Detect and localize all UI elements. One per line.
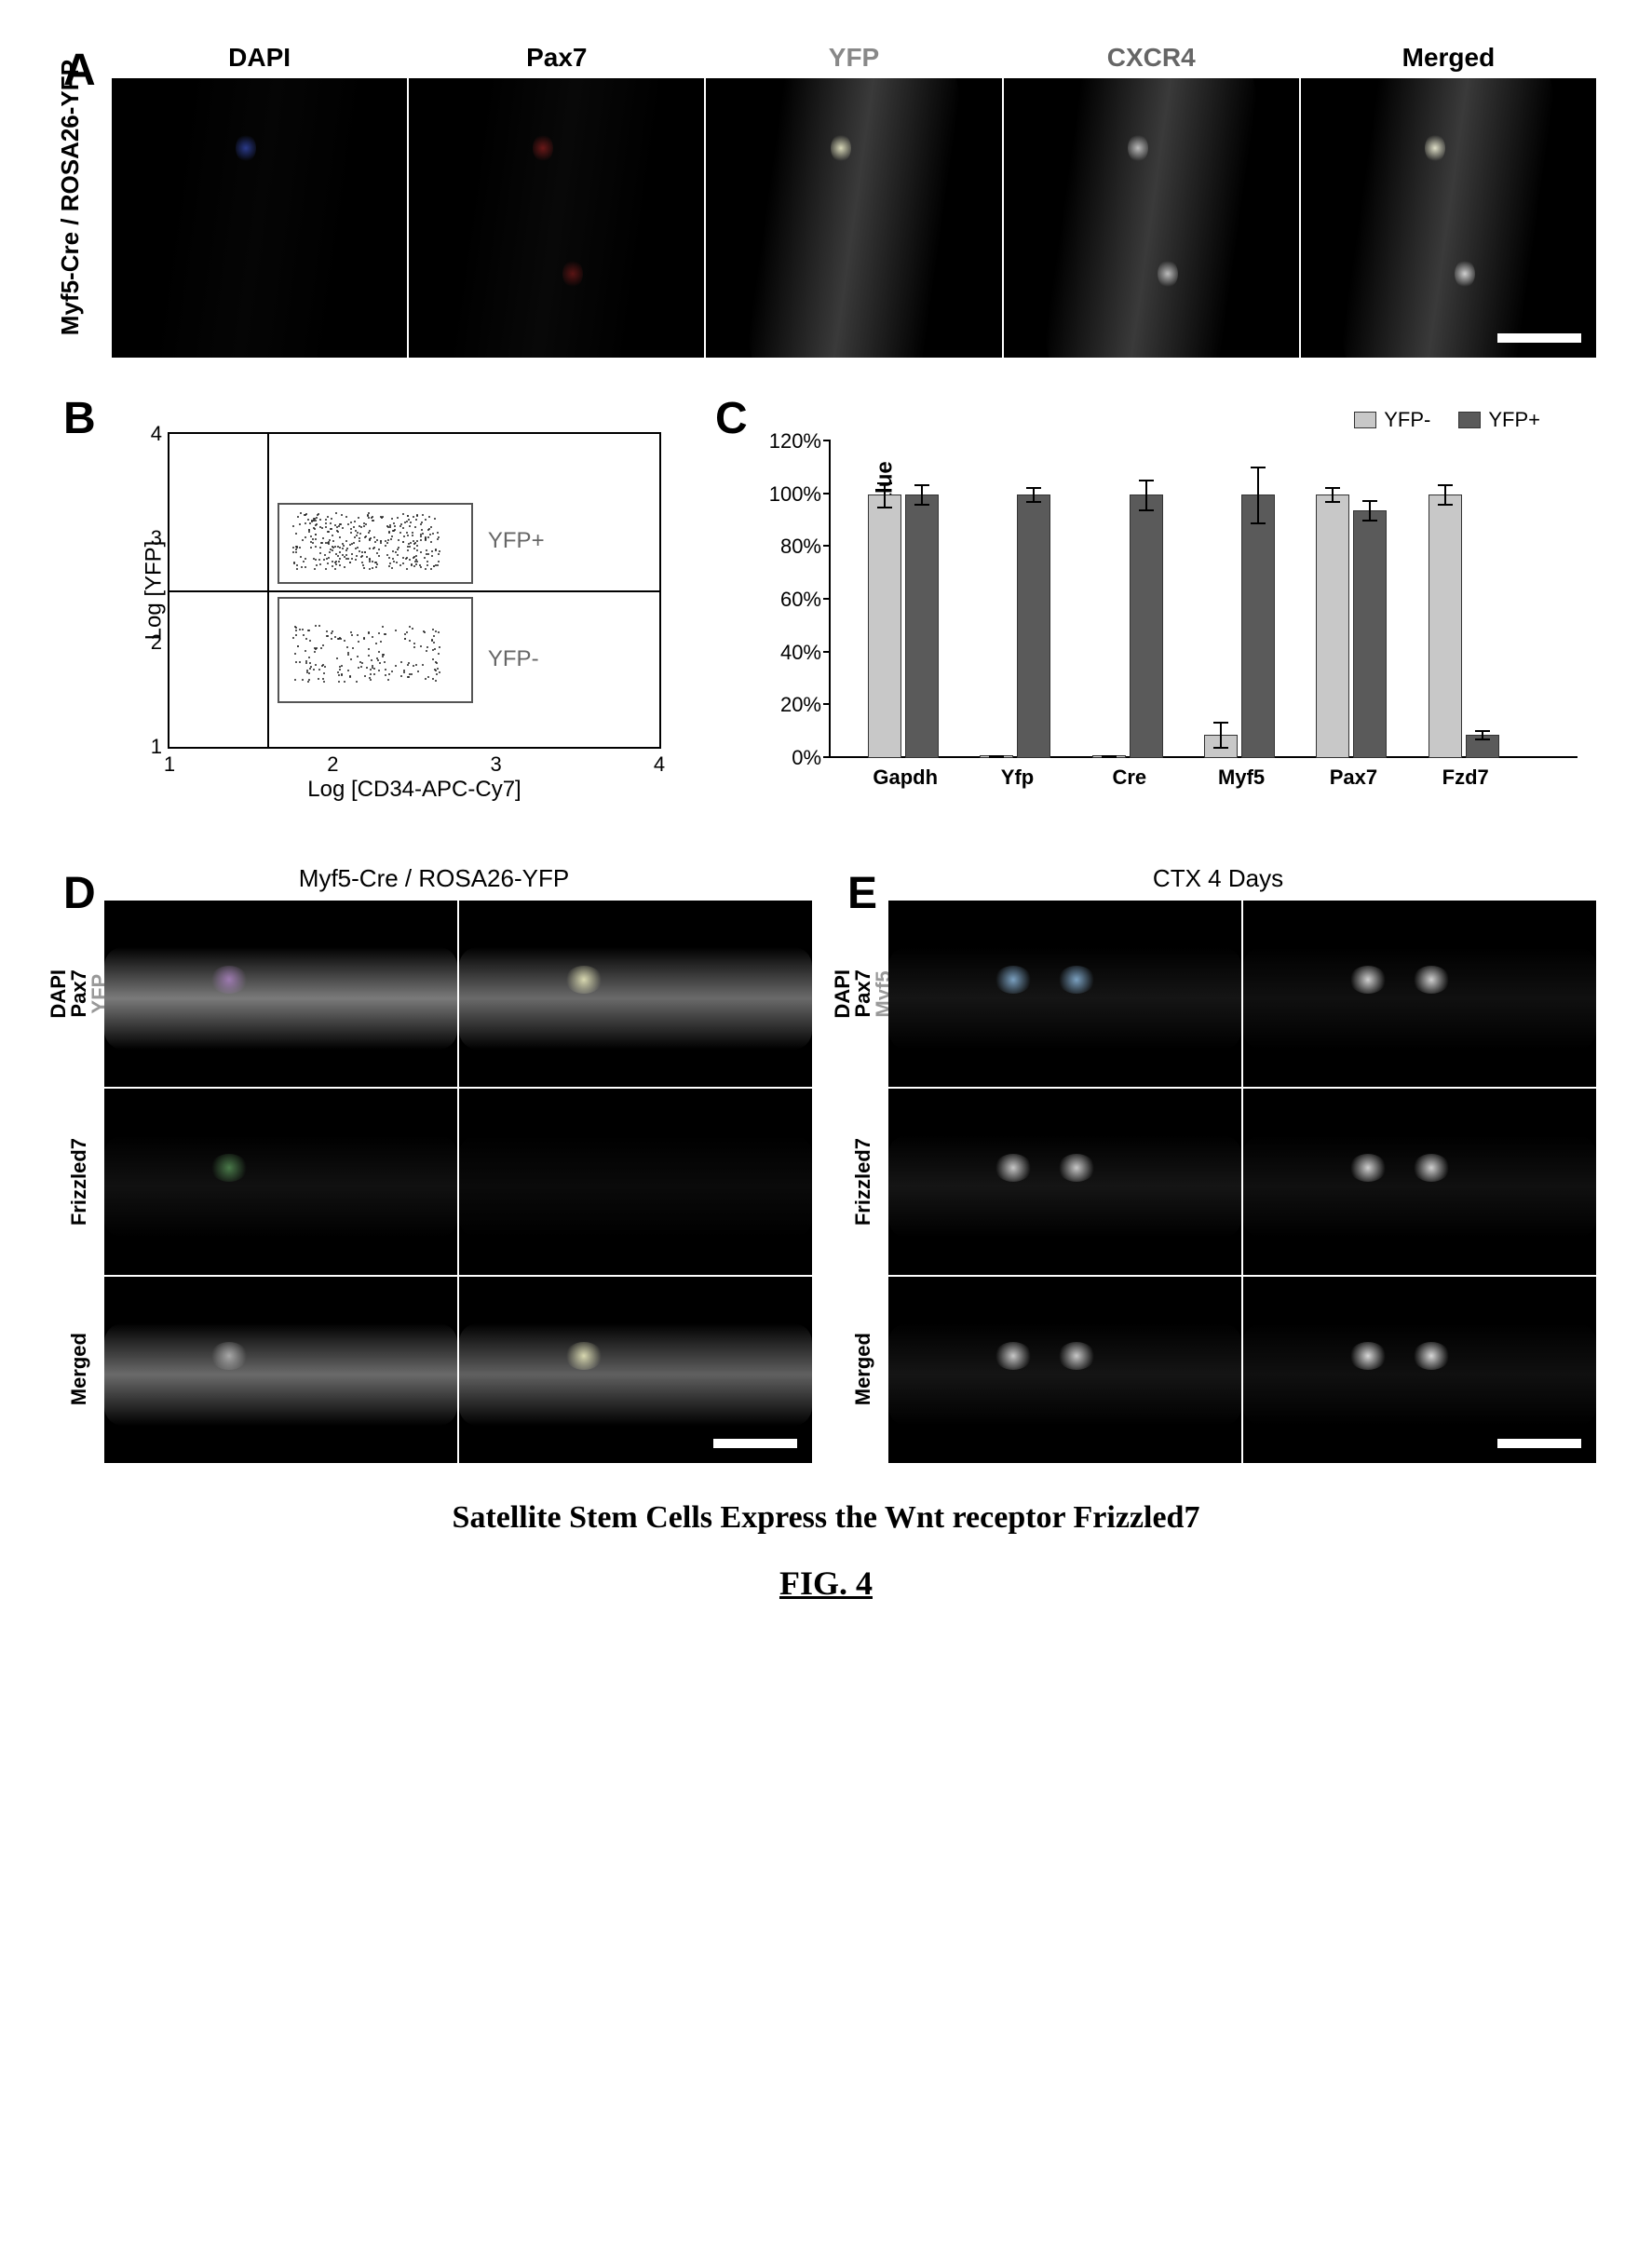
row-label: DAPIPax7YFP (48, 969, 110, 1019)
category-label: Myf5 (1218, 758, 1265, 790)
row-label: Merged (69, 1333, 89, 1405)
micrograph (104, 1089, 457, 1275)
bar (1204, 735, 1238, 759)
bar (868, 495, 901, 758)
panel-c-label: C (715, 393, 748, 444)
category-label: Pax7 (1330, 758, 1377, 790)
micrograph (112, 78, 407, 358)
bar-group (868, 495, 939, 758)
x-axis-title: Log [CD34-APC-Cy7] (307, 777, 521, 803)
bar-chart: Relative Expression Value YFP-YFP+ 0%20%… (829, 441, 1578, 758)
micrograph (888, 1277, 1241, 1463)
y-axis-title: Log [YFP] (141, 541, 167, 641)
scale-bar (713, 1439, 797, 1448)
panel-e-row-labels: DAPIPax7Myf5Frizzled7Merged (840, 901, 887, 1463)
row-de: D Myf5-Cre / ROSA26-YFP DAPIPax7YFPFrizz… (56, 860, 1596, 1463)
bar (1466, 735, 1499, 759)
category-label: Yfp (1001, 758, 1034, 790)
row-label: Merged (853, 1333, 873, 1405)
micrograph (409, 78, 704, 358)
panel-a: A Myf5-Cre / ROSA26-YFP DAPIPax7YFPCXCR4… (56, 37, 1596, 358)
bar (1017, 495, 1050, 758)
bar-group (1092, 495, 1163, 758)
bar-group (1204, 495, 1275, 758)
row-label: DAPIPax7Myf5 (833, 969, 894, 1019)
bar (905, 495, 939, 758)
bar (1353, 510, 1387, 758)
bar-group (1429, 495, 1499, 758)
micrograph (459, 901, 812, 1087)
column-header: DAPI (112, 37, 407, 78)
panel-d: D Myf5-Cre / ROSA26-YFP DAPIPax7YFPFrizz… (56, 860, 812, 1463)
legend-item: YFP- (1354, 408, 1430, 432)
micrograph (104, 901, 457, 1087)
category-label: Gapdh (873, 758, 938, 790)
micrograph (706, 78, 1001, 358)
micrograph (104, 1277, 457, 1463)
scale-bar (1497, 333, 1581, 343)
micrograph (1243, 1277, 1596, 1463)
panel-d-label: D (63, 868, 96, 919)
row-label: Frizzled7 (69, 1138, 89, 1226)
bar (1130, 495, 1163, 758)
category-label: Fzd7 (1442, 758, 1489, 790)
bar (1429, 495, 1462, 758)
micrograph (459, 1089, 812, 1275)
legend-item: YFP+ (1458, 408, 1540, 432)
column-header: YFP (706, 37, 1001, 78)
panel-d-title: Myf5-Cre / ROSA26-YFP (56, 860, 812, 901)
scatter-plot: Log [YFP] Log [CD34-APC-Cy7] 11223344YFP… (168, 432, 661, 749)
micrograph (888, 901, 1241, 1087)
panel-c: C Relative Expression Value YFP-YFP+ 0%2… (708, 386, 1596, 833)
panel-e-title: CTX 4 Days (840, 860, 1596, 901)
row-bc: B Log [YFP] Log [CD34-APC-Cy7] 11223344Y… (56, 386, 1596, 833)
micrograph (1243, 901, 1596, 1087)
bar (1241, 495, 1275, 758)
micrograph (1301, 78, 1596, 358)
panel-d-images (104, 901, 812, 1463)
panel-e-grid: DAPIPax7Myf5Frizzled7Merged (840, 901, 1596, 1463)
category-label: Cre (1112, 758, 1146, 790)
figure-4: A Myf5-Cre / ROSA26-YFP DAPIPax7YFPCXCR4… (56, 37, 1596, 1603)
micrograph (1243, 1089, 1596, 1275)
panel-e: E CTX 4 Days DAPIPax7Myf5Frizzled7Merged (840, 860, 1596, 1463)
panel-d-grid: DAPIPax7YFPFrizzled7Merged (56, 901, 812, 1463)
panel-e-label: E (847, 868, 877, 919)
bar (1316, 495, 1349, 758)
column-header: Pax7 (409, 37, 704, 78)
panel-a-label: A (63, 45, 96, 96)
panel-a-side-label: Myf5-Cre / ROSA26-YFP (56, 60, 85, 335)
micrograph (888, 1089, 1241, 1275)
row-label: Frizzled7 (853, 1138, 873, 1226)
panel-d-row-labels: DAPIPax7YFPFrizzled7Merged (56, 901, 102, 1463)
micrograph (459, 1277, 812, 1463)
panel-b: B Log [YFP] Log [CD34-APC-Cy7] 11223344Y… (56, 386, 689, 833)
scale-bar (1497, 1439, 1581, 1448)
panel-b-label: B (63, 393, 96, 444)
column-header: CXCR4 (1004, 37, 1299, 78)
legend: YFP- YFP+ (1354, 408, 1540, 432)
figure-number: FIG. 4 (56, 1564, 1596, 1603)
micrograph (1004, 78, 1299, 358)
bar-group (1316, 495, 1387, 758)
panel-e-images (888, 901, 1596, 1463)
bar-group (980, 495, 1050, 758)
figure-caption: Satellite Stem Cells Express the Wnt rec… (56, 1500, 1596, 1536)
column-header: Merged (1301, 37, 1596, 78)
panel-a-image-grid: DAPIPax7YFPCXCR4Merged (112, 37, 1596, 358)
